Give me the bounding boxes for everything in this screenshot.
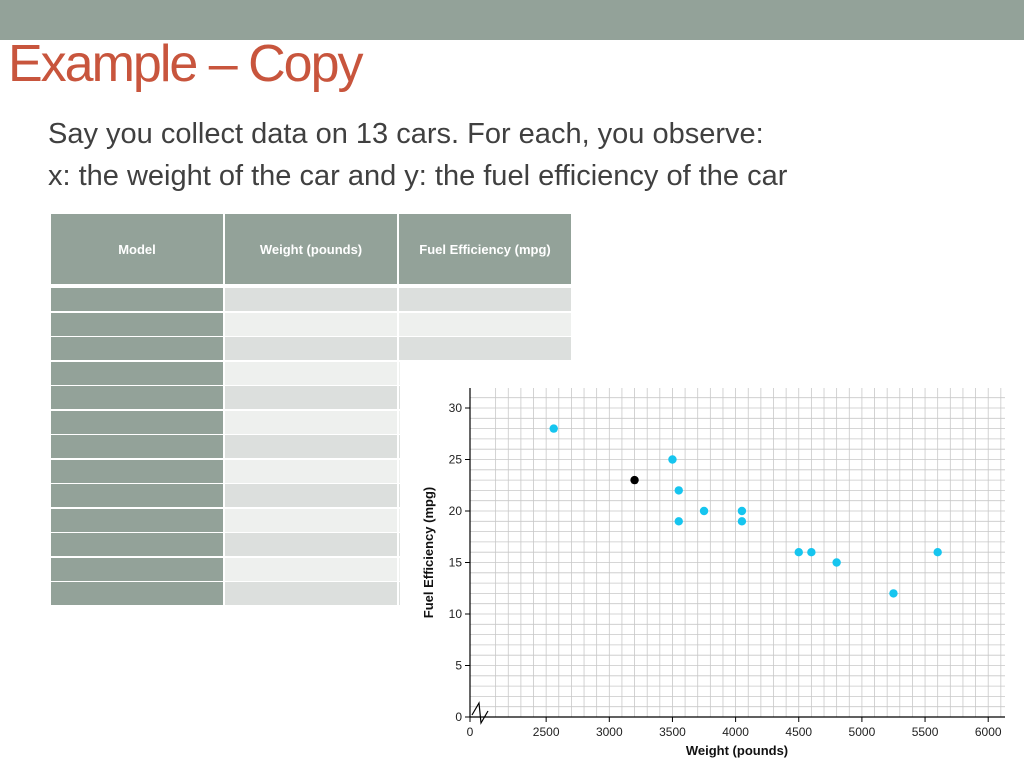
slide-title: Example – Copy: [8, 35, 364, 93]
model-cell: [51, 557, 223, 581]
column-header-fuel-efficiency: Fuel Efficiency (mpg): [399, 214, 571, 284]
fuel-efficiency-cell: [399, 337, 571, 360]
weight-cell: [225, 435, 397, 458]
model-cell: [51, 459, 223, 483]
x-tick-label: 3000: [596, 725, 623, 739]
data-point: [549, 424, 558, 433]
column-header-weight: Weight (pounds): [225, 214, 397, 284]
data-point: [794, 548, 803, 557]
data-point: [832, 558, 841, 567]
y-tick-label: 25: [449, 453, 463, 467]
y-tick-label: 0: [455, 710, 462, 724]
fuel-efficiency-cell: [399, 312, 571, 336]
data-point: [699, 506, 709, 516]
weight-cell: [225, 557, 397, 581]
highlighted-data-point: [630, 475, 639, 485]
weight-cell: [225, 582, 397, 605]
model-cell: [51, 435, 223, 458]
table-row: [51, 312, 571, 336]
y-tick-label: 15: [449, 556, 463, 570]
x-tick-label: 3500: [659, 725, 686, 739]
x-tick-label: 4000: [722, 725, 749, 739]
weight-cell: [225, 337, 397, 360]
model-cell: [51, 386, 223, 409]
chart-panel: 0 5 10 15 20 25 30 0 2500 3000 3500 4000 4500 5000 550…: [400, 360, 1024, 768]
x-tick-label: 2500: [533, 725, 560, 739]
top-accent-bar: [0, 0, 1024, 40]
scatter-plot: 0 5 10 15 20 25 30 0 2500 3000 3500 4000 4500 5000 550…: [421, 388, 1005, 758]
weight-cell: [225, 484, 397, 507]
weight-cell: [225, 459, 397, 483]
model-cell: [51, 288, 223, 311]
y-tick-label: 20: [449, 504, 463, 518]
weight-cell: [225, 361, 397, 385]
model-cell: [51, 361, 223, 385]
model-cell: [51, 508, 223, 532]
x-tick-label: 5500: [912, 725, 939, 739]
x-tick-label: 4500: [785, 725, 812, 739]
data-point: [807, 548, 816, 557]
model-cell: [51, 484, 223, 507]
model-cell: [51, 312, 223, 336]
data-point: [674, 486, 683, 495]
model-cell: [51, 337, 223, 360]
data-point: [933, 548, 942, 557]
data-point: [674, 517, 683, 526]
slide-body: Say you collect data on 13 cars. For eac…: [48, 113, 787, 197]
y-tick-label: 30: [449, 401, 463, 415]
y-tick-label: 5: [455, 659, 462, 673]
x-tick-label: 0: [467, 725, 474, 739]
model-cell: [51, 533, 223, 556]
y-axis-label: Fuel Efficiency (mpg): [421, 487, 436, 618]
body-line-1: Say you collect data on 13 cars. For eac…: [48, 118, 764, 150]
weight-cell: [225, 386, 397, 409]
x-axis-label: Weight (pounds): [686, 743, 788, 758]
weight-cell: [225, 508, 397, 532]
weight-cell: [225, 533, 397, 556]
weight-cell: [225, 410, 397, 434]
y-tick-label: 10: [449, 607, 463, 621]
axis-break-mark: [471, 701, 489, 725]
weight-cell: [225, 312, 397, 336]
weight-cell: [225, 288, 397, 311]
x-tick-label: 6000: [975, 725, 1002, 739]
fuel-efficiency-cell: [399, 288, 571, 311]
body-line-2: x: the weight of the car and y: the fuel…: [48, 160, 788, 192]
model-cell: [51, 410, 223, 434]
table-row: [51, 288, 571, 311]
model-cell: [51, 582, 223, 605]
data-point: [737, 517, 747, 526]
column-header-model: Model: [51, 214, 223, 284]
table-row: [51, 337, 571, 360]
data-point: [737, 506, 747, 516]
x-tick-label: 5000: [849, 725, 876, 739]
data-point: [889, 589, 898, 598]
data-point: [668, 455, 677, 464]
